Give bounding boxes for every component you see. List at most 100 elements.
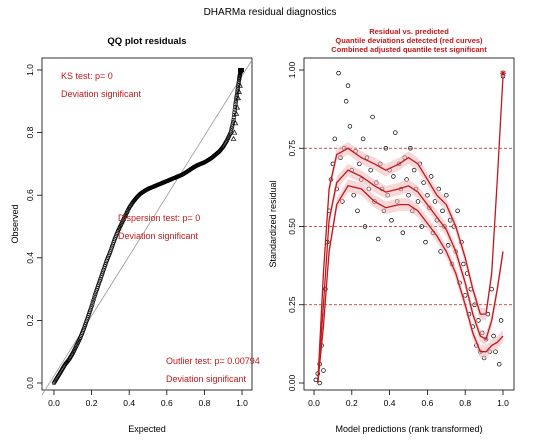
qq-point	[109, 245, 114, 251]
residual-panel: Residual vs. predicted Quantile deviatio…	[268, 27, 515, 434]
ks-test-label: KS test: p= 0	[61, 71, 113, 81]
qq-point	[100, 269, 106, 275]
residual-point	[336, 70, 341, 76]
qq-point	[82, 324, 87, 329]
residual-subtitle-2: Combined adjusted quantile test signific…	[331, 45, 487, 54]
residual-plot-frame	[303, 57, 515, 391]
residual-point	[461, 261, 466, 267]
qq-point	[97, 278, 102, 284]
residual-x-tick-label: 1.0	[497, 398, 509, 408]
qq-point	[233, 100, 238, 105]
qq-point	[236, 79, 242, 84]
residual-point	[391, 174, 396, 179]
quantile-curve	[317, 76, 504, 384]
qq-y-tick-label: 0.0	[25, 377, 35, 389]
residual-point	[347, 124, 353, 129]
qq-point	[98, 275, 104, 280]
qq-outlier-point	[232, 120, 239, 126]
qq-point	[95, 284, 101, 289]
residual-point	[432, 199, 438, 204]
residual-point	[406, 192, 411, 198]
qq-point	[232, 112, 237, 118]
residual-point	[455, 208, 460, 214]
qq-panel: QQ plot residuals 0.0 0.2 0.4 0.6 0.8 1.0 0.0…	[10, 36, 260, 434]
residual-point	[332, 136, 338, 142]
qq-point	[81, 326, 87, 331]
residual-point	[425, 192, 430, 198]
quantile-curves	[317, 70, 506, 384]
residual-point	[360, 136, 366, 142]
residual-point	[493, 349, 498, 354]
qq-point	[94, 287, 99, 293]
residual-point	[440, 208, 445, 214]
qq-x-ticks: 0.0 0.2 0.4 0.6 0.8 1.0	[48, 390, 248, 408]
residual-point	[415, 199, 421, 204]
residual-point	[383, 146, 389, 151]
dispersion-deviation-label: Deviation significant	[118, 231, 199, 241]
qq-x-tick-label: 0.6	[161, 398, 173, 408]
qq-outlier-point	[235, 95, 242, 101]
qq-points	[51, 68, 244, 386]
quantile-band	[317, 179, 503, 383]
residual-point	[491, 333, 496, 339]
qq-outlier-point	[233, 110, 240, 116]
outlier-deviation-label: Deviation significant	[166, 374, 247, 384]
qq-point	[101, 267, 106, 273]
qq-title: QQ plot residuals	[107, 36, 186, 47]
qq-point	[229, 124, 235, 129]
residual-point	[419, 224, 424, 229]
residual-point	[323, 286, 328, 292]
residual-x-tick-label: 0.6	[421, 398, 433, 408]
qq-y-tick-label: 0.8	[25, 126, 35, 138]
quantile-curve	[317, 169, 504, 384]
residual-title: Residual vs. predicted	[369, 27, 449, 36]
qq-point	[234, 91, 240, 97]
residual-point	[423, 239, 428, 245]
residual-point	[317, 380, 322, 386]
qq-point	[96, 282, 101, 287]
residual-point	[400, 230, 406, 236]
qq-point	[102, 264, 107, 269]
residual-point	[393, 130, 398, 135]
qq-point	[110, 242, 116, 247]
residual-reference-lines	[304, 147, 514, 306]
qq-point	[87, 309, 92, 314]
qq-point	[238, 68, 244, 72]
qq-point	[88, 307, 93, 313]
qq-point	[231, 117, 236, 123]
residual-y-tick-label: 0.50	[287, 218, 297, 235]
qq-y-tick-label: 0.2	[25, 314, 35, 326]
qq-point	[108, 249, 113, 254]
residual-point	[370, 114, 375, 120]
qq-point	[96, 280, 102, 285]
qq-x-tick-label: 1.0	[236, 398, 248, 408]
residual-point	[321, 368, 326, 373]
qq-point	[91, 295, 97, 301]
residual-y-tick-label: 0.75	[287, 140, 297, 157]
residual-point	[496, 361, 502, 367]
residual-point	[376, 236, 381, 242]
residual-x-ticks: 0.0 0.2 0.4 0.6 0.8 1.0	[308, 390, 509, 408]
residual-x-tick-label: 0.8	[459, 398, 471, 408]
residual-point	[313, 377, 319, 383]
qq-point	[99, 273, 104, 278]
qq-point	[85, 315, 90, 320]
residual-y-ticks: 0.00 0.25 0.50 0.75 1.00	[287, 61, 304, 391]
dispersion-test-label: Dispersion test: p= 0	[118, 213, 200, 223]
residual-y-label: Standardized residual	[268, 180, 278, 267]
figure-suptitle: DHARMa residual diagnostics	[204, 7, 337, 18]
qq-outlier-point	[237, 82, 243, 88]
residual-point	[389, 217, 394, 223]
qq-point	[90, 302, 95, 307]
qq-point	[95, 286, 100, 291]
residual-y-tick-label: 0.00	[287, 374, 297, 391]
residual-point	[345, 83, 351, 88]
qq-outlier-point	[234, 104, 241, 110]
qq-plot-frame	[41, 57, 253, 391]
qq-point	[233, 98, 239, 103]
qq-outlier-point	[231, 129, 238, 135]
residual-point	[444, 192, 449, 198]
qq-point	[89, 304, 94, 309]
outlier-test-label: Outlier test: p= 0.00794	[166, 356, 260, 366]
